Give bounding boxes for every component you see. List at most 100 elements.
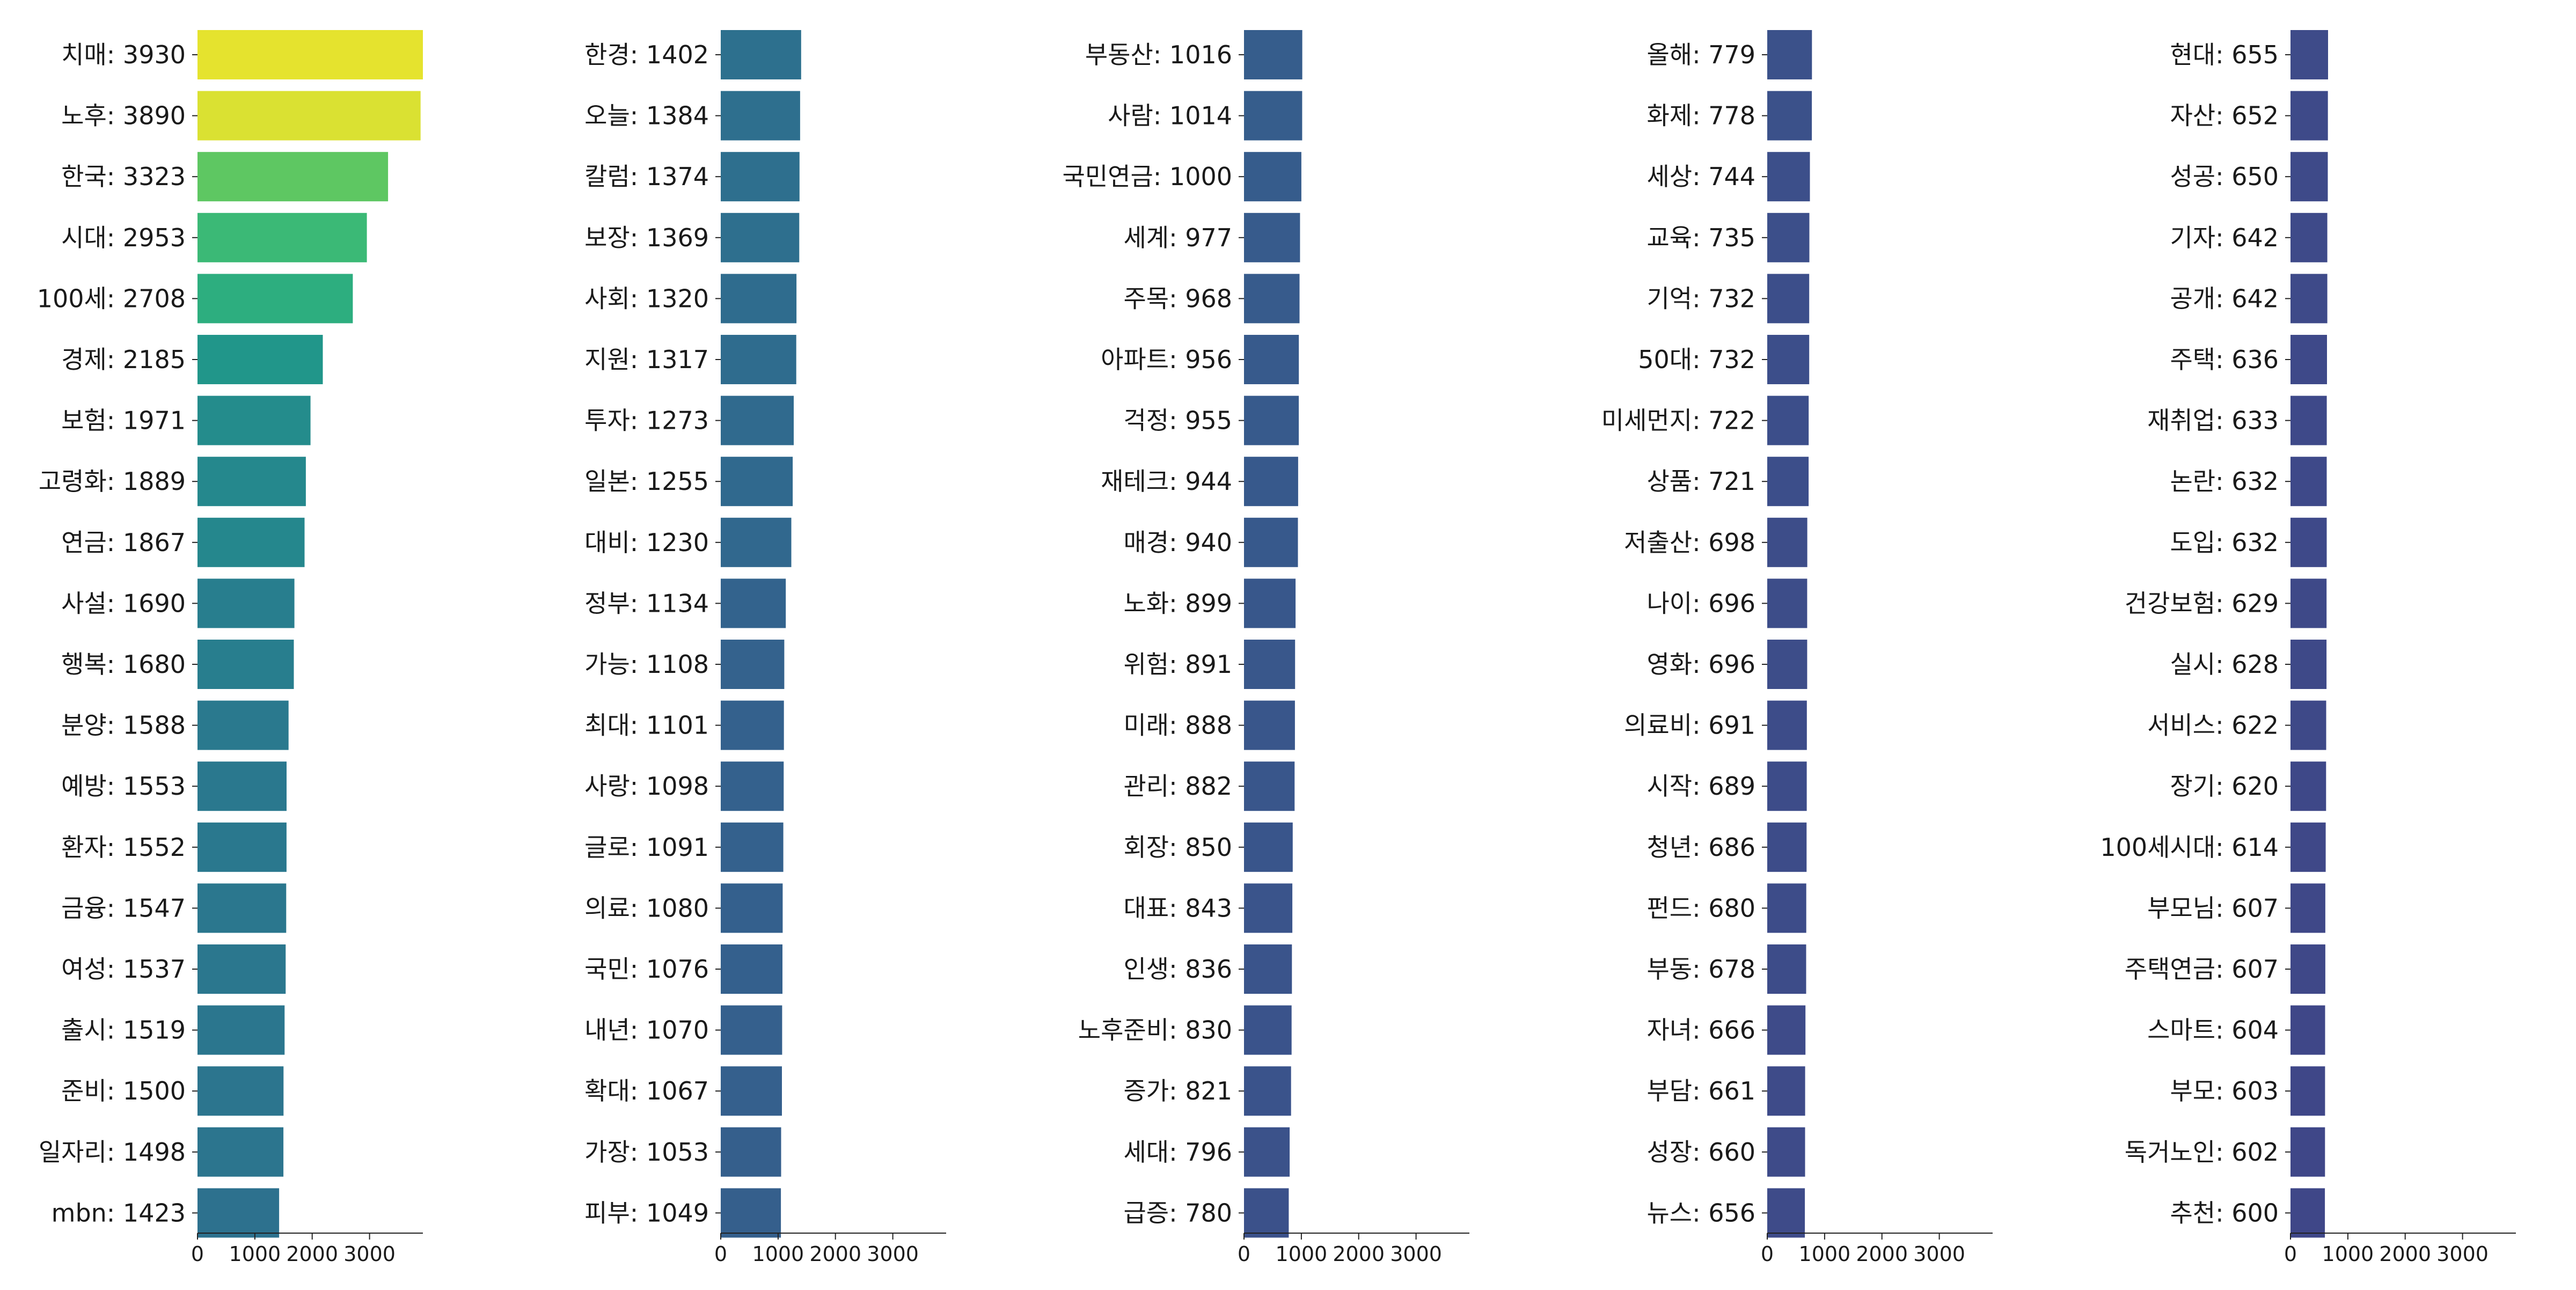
bar-label: 인생: 836 bbox=[1123, 955, 1232, 984]
bar-label: 의료: 1080 bbox=[584, 893, 709, 922]
bar bbox=[1244, 152, 1301, 202]
bar bbox=[721, 395, 794, 445]
bar-label: 출시: 1519 bbox=[61, 1016, 186, 1045]
bar-label: 성공: 650 bbox=[2170, 162, 2279, 191]
x-tick-label: 1000 bbox=[1799, 1242, 1851, 1266]
bar-label: 오늘: 1384 bbox=[584, 101, 709, 130]
bar bbox=[197, 1127, 284, 1177]
x-tick-label: 2000 bbox=[1333, 1242, 1385, 1266]
bar-label: 세상: 744 bbox=[1646, 162, 1755, 191]
bar bbox=[721, 91, 800, 141]
bar bbox=[197, 761, 287, 811]
bar-label: 추천: 600 bbox=[2170, 1198, 2279, 1227]
bar-label: 실시: 628 bbox=[2170, 650, 2279, 679]
bar bbox=[1244, 944, 1292, 994]
bar bbox=[197, 395, 311, 445]
bar bbox=[1244, 1127, 1290, 1177]
bar-label: 저출산: 698 bbox=[1624, 528, 1755, 557]
bar-label: 노후준비: 830 bbox=[1078, 1016, 1232, 1045]
bar bbox=[2290, 578, 2327, 628]
x-tick-label: 3000 bbox=[1913, 1242, 1965, 1266]
x-tick-label: 3000 bbox=[1390, 1242, 1442, 1266]
bar bbox=[2290, 30, 2328, 79]
bar bbox=[1767, 517, 1807, 567]
bar bbox=[1767, 395, 1809, 445]
x-tick-label: 1000 bbox=[229, 1242, 281, 1266]
bar-label: 서비스: 622 bbox=[2147, 711, 2279, 740]
bar bbox=[197, 457, 306, 507]
bar bbox=[721, 1005, 782, 1055]
bar bbox=[197, 1066, 284, 1116]
bar bbox=[2290, 1188, 2325, 1238]
bar-label: 세대: 796 bbox=[1123, 1138, 1232, 1167]
bar bbox=[2290, 1066, 2325, 1116]
bar-label: 100세시대: 614 bbox=[2100, 833, 2279, 862]
bar bbox=[2290, 761, 2326, 811]
bar-label: 국민연금: 1000 bbox=[1063, 162, 1232, 191]
bar bbox=[1767, 1188, 1805, 1238]
bar bbox=[2290, 1127, 2325, 1177]
bar-label: 교육: 735 bbox=[1646, 223, 1755, 252]
bar-label: 경제: 2185 bbox=[61, 345, 186, 374]
bar-label: 정부: 1134 bbox=[584, 589, 709, 618]
bar-label: 화제: 778 bbox=[1646, 101, 1755, 130]
bar bbox=[197, 212, 367, 262]
bar-label: 행복: 1680 bbox=[61, 650, 186, 679]
bar-label: 관리: 882 bbox=[1123, 772, 1232, 801]
bar-label: 자녀: 666 bbox=[1646, 1016, 1755, 1045]
bar-label: 매경: 940 bbox=[1123, 528, 1232, 557]
bar-label: 올해: 779 bbox=[1646, 40, 1755, 69]
bar-label: 피부: 1049 bbox=[584, 1198, 709, 1227]
bar-label: 기억: 732 bbox=[1646, 284, 1755, 313]
bar bbox=[721, 578, 786, 628]
bar-label: 여성: 1537 bbox=[61, 955, 186, 984]
bar bbox=[1244, 457, 1298, 507]
x-tick-label: 0 bbox=[714, 1242, 727, 1266]
bar bbox=[1767, 1127, 1805, 1177]
bar-label: 나이: 696 bbox=[1646, 589, 1755, 618]
bar-label: 내년: 1070 bbox=[584, 1016, 709, 1045]
bar-label: 일자리: 1498 bbox=[39, 1138, 186, 1167]
bar bbox=[721, 152, 800, 202]
bar-label: 걱정: 955 bbox=[1123, 406, 1232, 435]
bar bbox=[721, 640, 785, 689]
bar-label: 100세: 2708 bbox=[37, 284, 186, 313]
bar bbox=[721, 1066, 782, 1116]
x-tick-label: 2000 bbox=[286, 1242, 338, 1266]
bar-label: 재테크: 944 bbox=[1101, 467, 1232, 496]
bar bbox=[2290, 883, 2325, 933]
bar-label: 영화: 696 bbox=[1646, 650, 1755, 679]
bar bbox=[2290, 212, 2328, 262]
bar bbox=[197, 640, 294, 689]
bar-label: 위험: 891 bbox=[1123, 650, 1232, 679]
bar-label: 시대: 2953 bbox=[61, 223, 186, 252]
bar bbox=[1767, 700, 1807, 750]
bar-label: 미세먼지: 722 bbox=[1601, 406, 1755, 435]
bar bbox=[2290, 640, 2327, 689]
bar bbox=[721, 883, 783, 933]
bar bbox=[721, 457, 793, 507]
x-tick-label: 2000 bbox=[2379, 1242, 2431, 1266]
x-tick-label: 2000 bbox=[1856, 1242, 1908, 1266]
bar bbox=[2290, 517, 2327, 567]
bar-label: 글로: 1091 bbox=[584, 833, 709, 862]
bar bbox=[721, 761, 784, 811]
bar bbox=[197, 822, 287, 872]
bar-label: 도입: 632 bbox=[2170, 528, 2279, 557]
x-tick-label: 3000 bbox=[343, 1242, 396, 1266]
bar bbox=[2290, 944, 2325, 994]
bar bbox=[2290, 274, 2328, 324]
bar-label: 보장: 1369 bbox=[584, 223, 709, 252]
bar bbox=[197, 274, 353, 324]
x-tick-label: 2000 bbox=[809, 1242, 861, 1266]
bar bbox=[1244, 274, 1300, 324]
bar-label: 청년: 686 bbox=[1646, 833, 1755, 862]
bar bbox=[721, 944, 782, 994]
bar-label: 일본: 1255 bbox=[584, 467, 709, 496]
bar-label: 펀드: 680 bbox=[1646, 893, 1755, 922]
bar bbox=[1767, 578, 1807, 628]
bar bbox=[197, 578, 295, 628]
bar-label: 현대: 655 bbox=[2170, 40, 2279, 69]
bar bbox=[197, 517, 305, 567]
bar-label: 의료비: 691 bbox=[1624, 711, 1755, 740]
